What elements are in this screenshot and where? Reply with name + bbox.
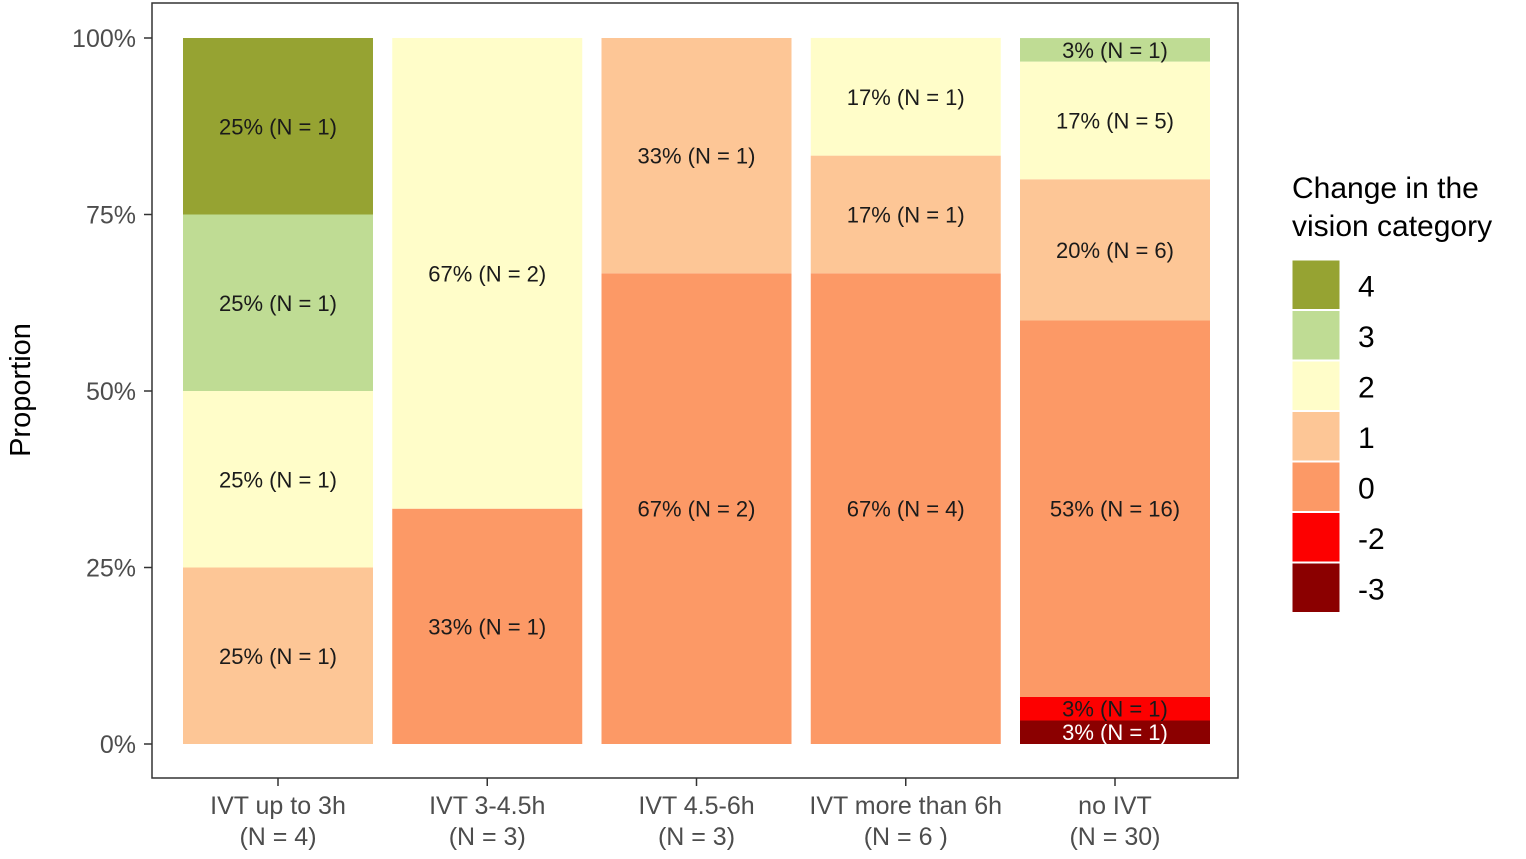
legend-key-label: 1	[1358, 422, 1375, 455]
bar-segment	[392, 508, 583, 744]
legend-keys: 4 3 2 1 0 -2 -3	[1291, 259, 1385, 613]
bar-data-label: 33% (N = 1)	[428, 614, 546, 639]
legend-key-swatch	[1291, 259, 1341, 310]
bar-segment	[183, 391, 373, 568]
bar-segment	[810, 155, 1001, 274]
x-tick-label: no IVT	[1078, 792, 1152, 820]
legend-key-swatch	[1291, 411, 1341, 462]
bar-segment	[1020, 696, 1210, 721]
bar-segment	[1020, 179, 1210, 321]
bar-data-label: 17% (N = 5)	[1056, 108, 1174, 133]
y-tick-label: 50%	[86, 378, 136, 406]
legend-key-swatch	[1291, 360, 1341, 411]
bar-data-label: 17% (N = 1)	[847, 85, 965, 110]
bar-segment	[810, 273, 1001, 744]
x-tick-label: IVT 3-4.5h	[429, 792, 545, 820]
x-axis: IVT up to 3h (N = 4) IVT 3-4.5h (N = 3) IVT …	[210, 778, 1161, 851]
legend-key-swatch	[1291, 512, 1341, 563]
y-tick-label: 75%	[86, 202, 136, 230]
x-tick-sublabel: (N = 3)	[449, 823, 526, 851]
legend-key-label: 2	[1358, 371, 1375, 404]
bar-segment	[183, 214, 373, 391]
legend-key-label: -3	[1358, 573, 1385, 606]
bar-data-label: 25% (N = 1)	[219, 467, 337, 492]
y-axis-title: Proportion	[5, 323, 37, 457]
legend-key-label: -2	[1358, 523, 1385, 556]
legend-key-label: 0	[1358, 472, 1375, 505]
bar-data-label: 3% (N = 1)	[1062, 697, 1168, 722]
bars-layer: 25% (N = 1) 25% (N = 1) 25% (N = 1) 25% (N …	[183, 38, 1210, 745]
x-tick-label: IVT 4.5-6h	[638, 792, 754, 820]
legend-key-label: 3	[1358, 321, 1375, 354]
y-axis: 0% 25% 50% 75% 100%	[72, 25, 152, 759]
bar-data-label: 3% (N = 1)	[1062, 38, 1168, 63]
bar-data-label: 67% (N = 2)	[428, 261, 546, 286]
x-tick-sublabel: (N = 4)	[239, 823, 316, 851]
bar-data-label: 3% (N = 1)	[1062, 720, 1168, 745]
bar-segment	[601, 273, 792, 744]
y-tick-label: 25%	[86, 555, 136, 583]
bar-segment	[1020, 38, 1210, 62]
y-tick-label: 0%	[100, 731, 136, 759]
x-tick-sublabel: (N = 30)	[1069, 823, 1160, 851]
bar-segment	[1020, 61, 1210, 180]
bar-data-label: 67% (N = 4)	[847, 497, 965, 522]
legend-key-swatch	[1291, 310, 1341, 361]
bar-data-label: 20% (N = 6)	[1056, 238, 1174, 263]
legend-title-line2: vision category	[1292, 210, 1492, 243]
legend-key-swatch	[1291, 461, 1341, 512]
bar-segment	[1020, 720, 1210, 744]
legend-title-line1: Change in the	[1292, 172, 1479, 205]
legend-key-label: 4	[1358, 270, 1375, 303]
y-tick-label: 100%	[72, 25, 136, 53]
bar-segment	[810, 37, 1001, 156]
bar-data-label: 25% (N = 1)	[219, 291, 337, 316]
bar-data-label: 67% (N = 2)	[638, 497, 756, 522]
bar-segment	[183, 567, 373, 744]
bar-data-label: 53% (N = 16)	[1050, 497, 1180, 522]
x-tick-sublabel: (N = 6 )	[864, 823, 948, 851]
bar-segment	[601, 38, 792, 274]
bar-data-label: 33% (N = 1)	[638, 144, 756, 169]
x-tick-sublabel: (N = 3)	[658, 823, 735, 851]
bar-segment	[392, 38, 583, 509]
x-tick-label: IVT up to 3h	[210, 792, 346, 820]
legend-key-swatch	[1291, 562, 1341, 613]
bar-data-label: 17% (N = 1)	[847, 202, 965, 227]
bar-data-label: 25% (N = 1)	[219, 644, 337, 669]
x-tick-label: IVT more than 6h	[809, 792, 1002, 820]
legend: Change in the vision category 4 3 2 1 0 -2 -3	[1291, 172, 1492, 613]
bar-data-label: 25% (N = 1)	[219, 114, 337, 139]
bar-segment	[1020, 320, 1210, 697]
bar-segment	[183, 38, 373, 215]
